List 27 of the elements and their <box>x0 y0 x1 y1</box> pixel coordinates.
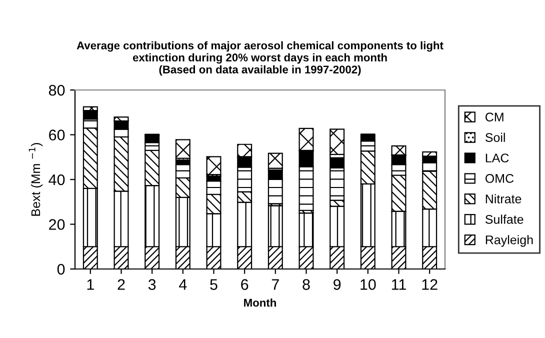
x-tick-label: 2 <box>118 279 125 290</box>
x-tick-label: 6 <box>241 279 248 290</box>
legend-label: CM <box>486 112 504 122</box>
y-axis-title: Bext (Mm $^{−1}$) <box>28 143 43 216</box>
x-tick-label: 8 <box>302 279 310 290</box>
legend-label: Nitrate <box>486 194 522 204</box>
y-tick-label: 60 <box>49 130 65 140</box>
y-tick-label: 20 <box>49 219 65 230</box>
x-tick-label: 5 <box>210 279 218 290</box>
x-tick-label: 1 <box>87 279 94 290</box>
x-axis-title: Month <box>244 298 276 307</box>
y-tick-label: 0 <box>57 264 65 275</box>
legend-label: Rayleigh <box>486 235 533 247</box>
x-tick-label: 4 <box>179 279 187 290</box>
x-tick-label: 12 <box>422 279 438 290</box>
chart-title: Average contributions of major aerosol chemical components to light extinction during 20% worst days in each month (Based on data available in 1997-2002) <box>76 41 444 76</box>
x-tick-label: 3 <box>148 279 156 290</box>
legend-label: Soil <box>485 132 505 142</box>
legend-label: Sulfate <box>485 214 524 224</box>
y-tick-label: 40 <box>48 174 65 186</box>
x-tick-label: 7 <box>272 279 279 290</box>
legend-label: LAC <box>486 154 509 162</box>
legend-label: OMC <box>485 174 514 183</box>
y-tick-label: 80 <box>48 84 65 96</box>
x-tick-label: 11 <box>392 279 406 290</box>
x-tick-label: 10 <box>360 279 376 290</box>
x-tick-label: 9 <box>334 279 341 290</box>
